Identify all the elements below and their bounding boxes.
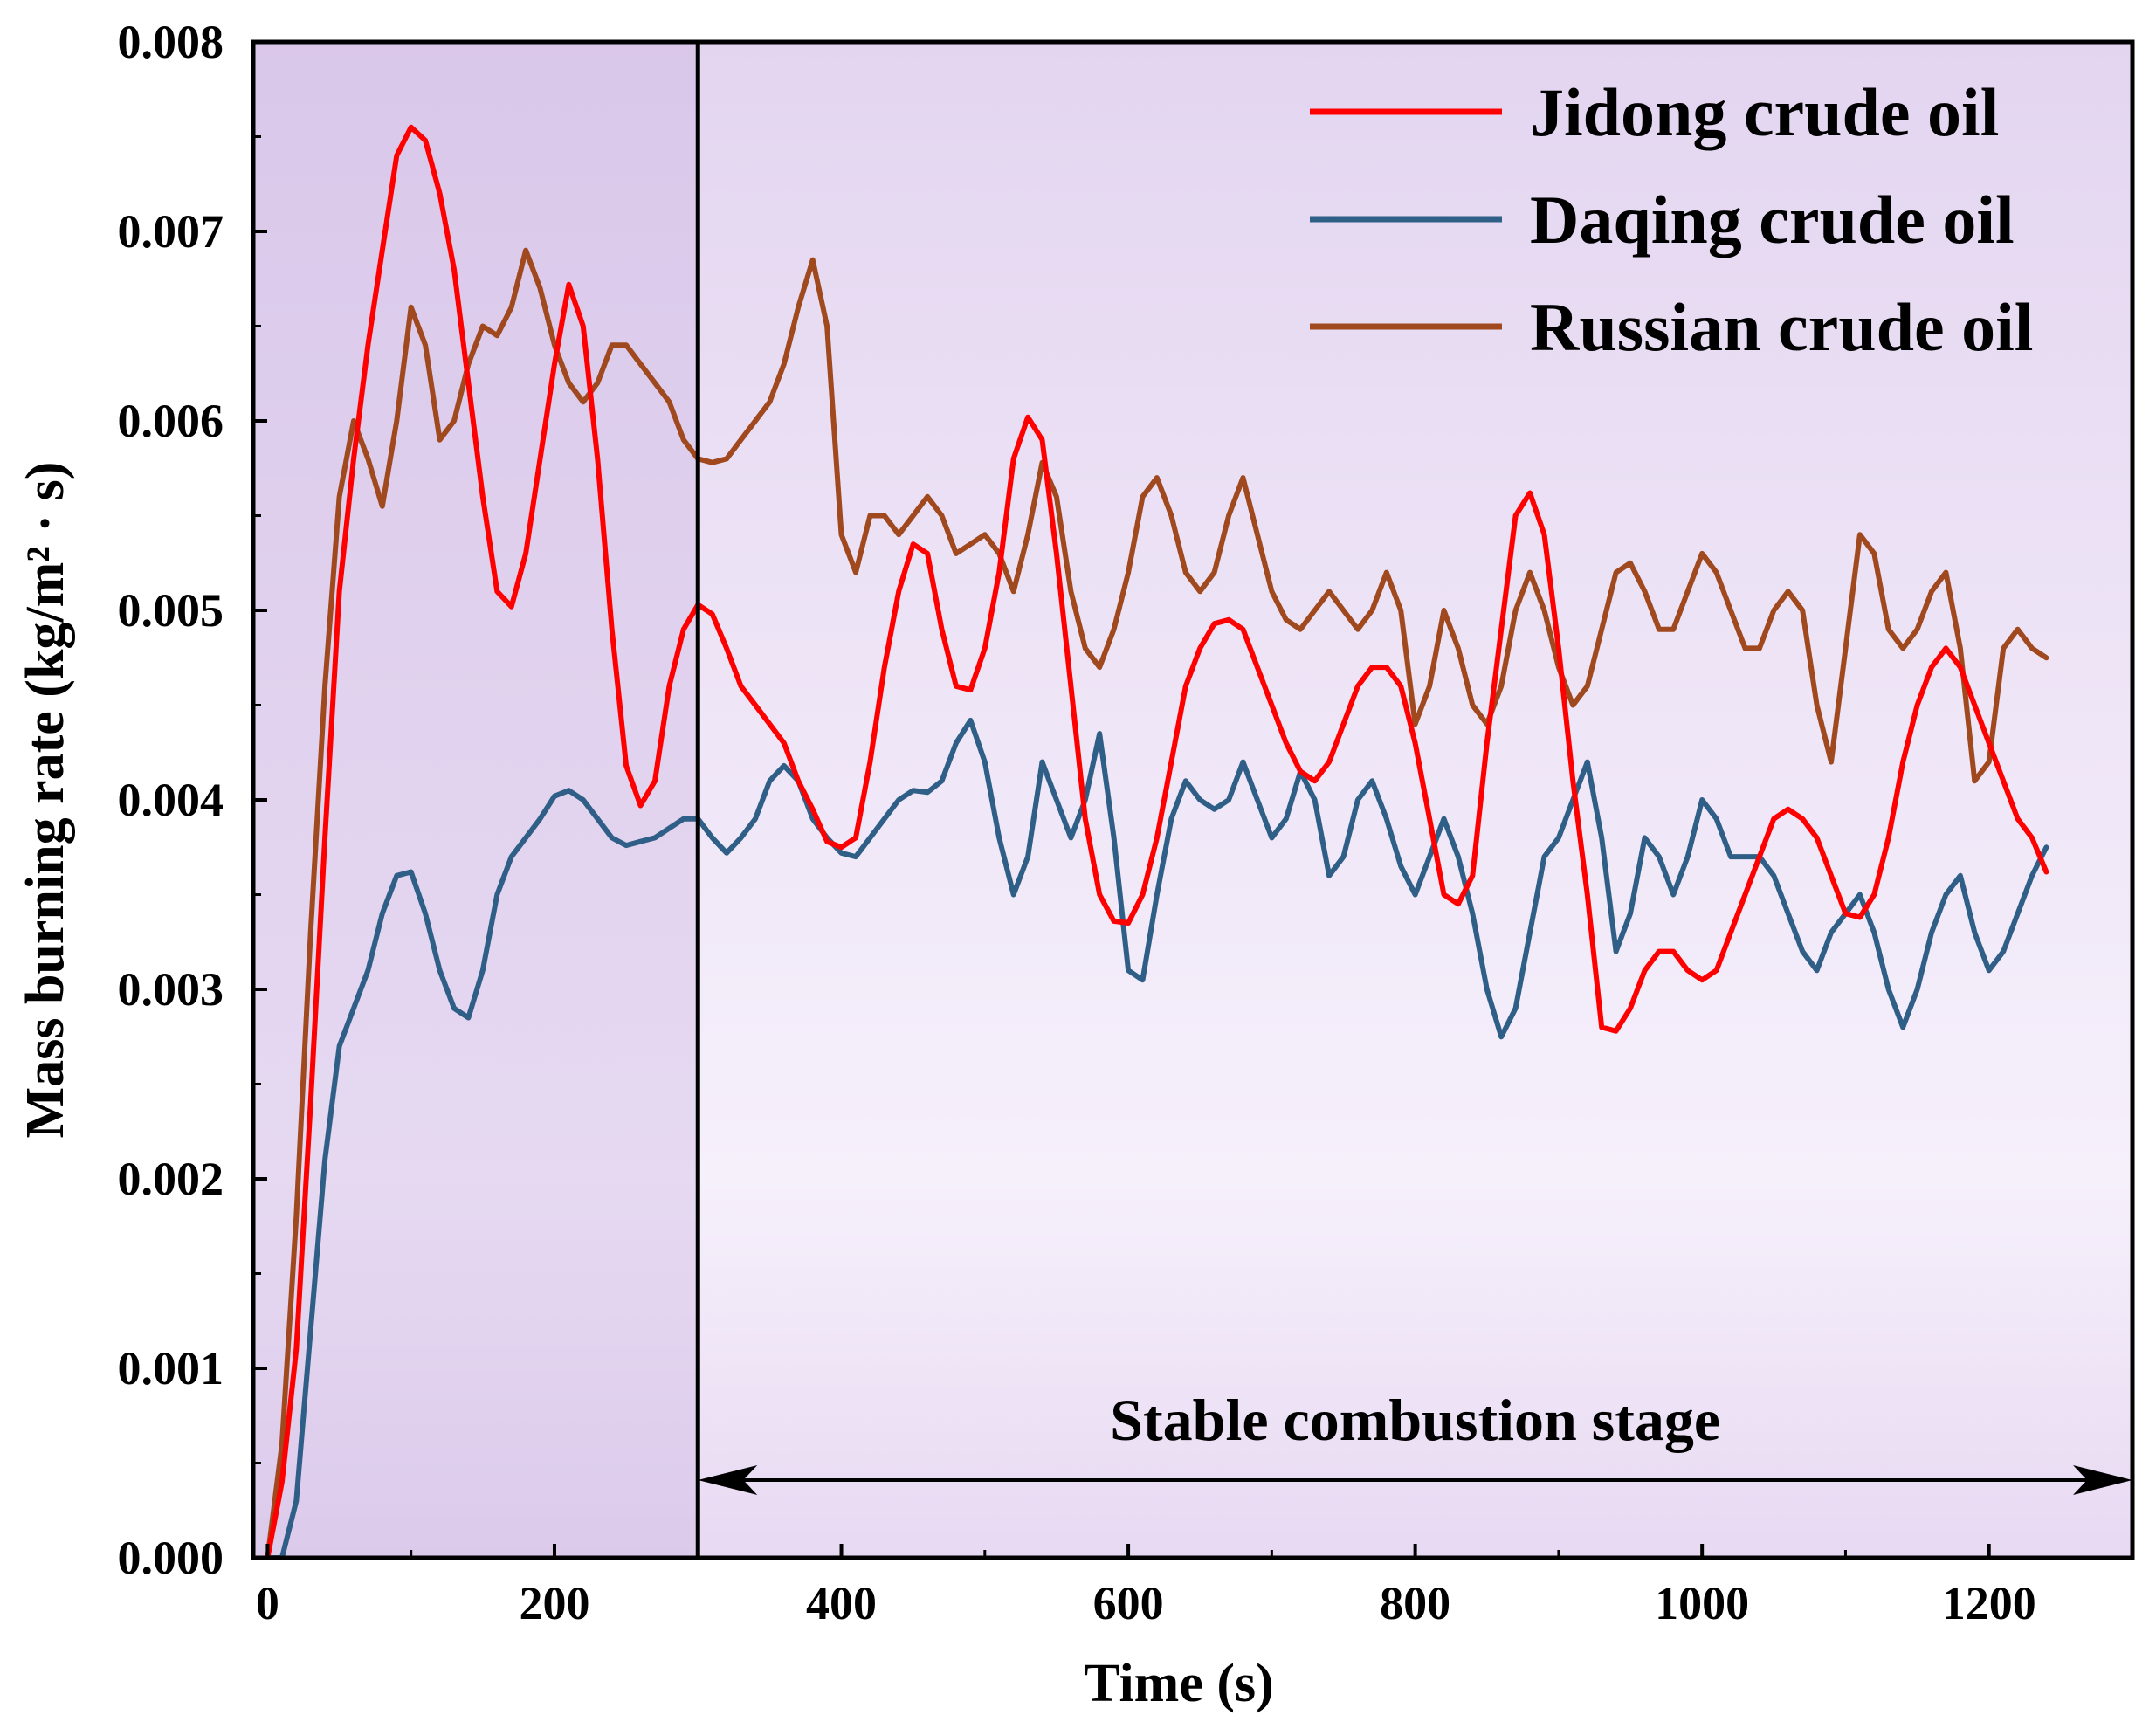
x-tick-label: 400 [806,1577,877,1629]
arrow-head-right [2073,1465,2132,1496]
y-tick-label: 0.008 [118,16,224,68]
y-tick-label: 0.006 [118,395,224,447]
series-layer [265,124,2049,1558]
y-tick-label: 0.001 [118,1342,224,1395]
y-tick-label: 0.002 [118,1153,224,1205]
x-tick-label: 1000 [1655,1577,1749,1629]
series-line-daqing-crude-oil [265,717,2049,1558]
y-tick-label: 0.000 [118,1532,224,1584]
stable-stage-annotation: Stable combustion stage [698,1387,2132,1496]
y-axis-title: Mass burning rate (kg/m² · s) [16,462,75,1139]
arrow-head-left [698,1465,758,1496]
x-axis-title: Time (s) [1084,1654,1274,1713]
legend: Jidong crude oil Daqing crude oil Russian … [1310,74,2033,365]
legend-label: Russian crude oil [1530,289,2033,365]
x-tick-label: 1200 [1942,1577,2036,1629]
y-axis: 0.000 0.001 0.002 0.003 0.004 0.005 0.006 0.007… [118,16,267,1584]
stable-stage-label: Stable combustion stage [1110,1387,1720,1453]
x-tick-label: 200 [519,1577,589,1629]
y-tick-label: 0.003 [118,963,224,1016]
series-line-russian-crude-oil [265,247,2049,1558]
x-tick-label: 800 [1380,1577,1450,1629]
legend-label: Jidong crude oil [1530,74,1999,150]
y-tick-label: 0.007 [118,205,224,258]
x-axis: 0 200 400 600 800 1000 1200 [256,1544,2036,1629]
legend-label: Daqing crude oil [1530,182,2015,258]
x-tick-label: 0 [256,1577,279,1629]
x-tick-label: 600 [1093,1577,1164,1629]
y-tick-label: 0.004 [118,774,224,826]
series-line-jidong-crude-oil [265,124,2049,1558]
y-tick-label: 0.005 [118,584,224,637]
